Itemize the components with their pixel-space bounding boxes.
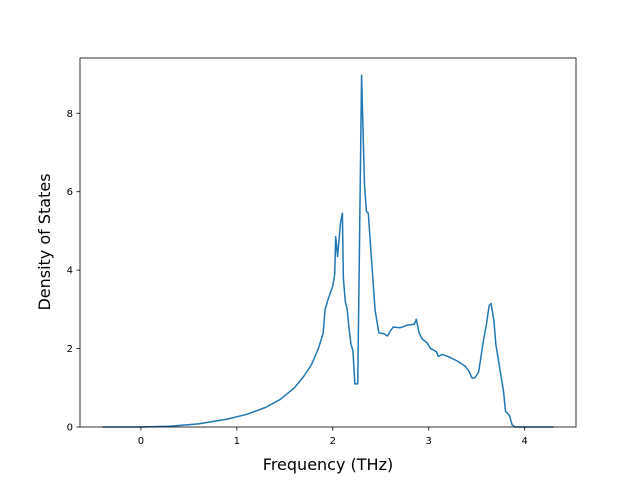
data-line: [102, 74, 554, 428]
x-tick-label: 4: [521, 436, 527, 447]
plot-frame: [79, 57, 577, 428]
x-tick-label: 2: [330, 436, 336, 447]
y-tick-label: 4: [67, 266, 73, 277]
x-tick-label: 0: [138, 436, 144, 447]
y-tick-label: 8: [67, 109, 73, 120]
x-axis-label: Frequency (THz): [263, 455, 393, 474]
y-tick-label: 0: [67, 423, 73, 434]
y-tick-label: 6: [67, 187, 73, 198]
x-tick-label: 1: [234, 436, 240, 447]
y-tick-label: 2: [67, 344, 73, 355]
x-tick-label: 3: [426, 436, 432, 447]
y-axis-label: Density of States: [35, 173, 54, 310]
